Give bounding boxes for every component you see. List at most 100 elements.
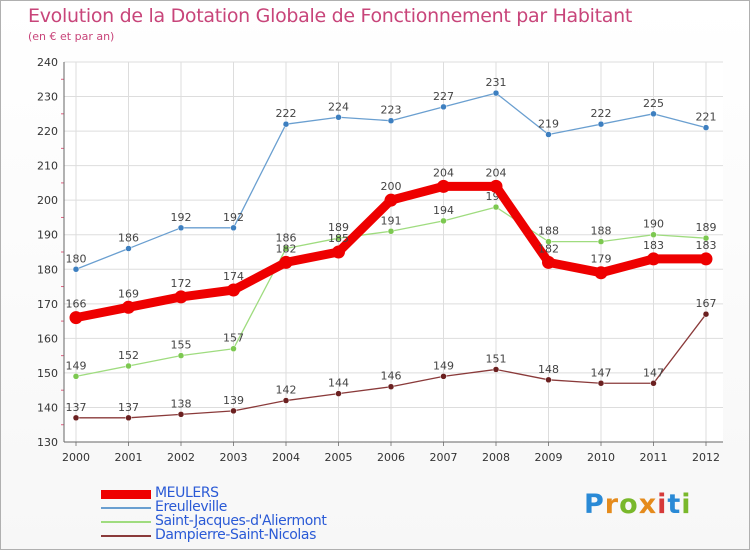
y-tick-label: 200 <box>37 194 58 207</box>
data-label: 147 <box>643 366 664 379</box>
data-label: 148 <box>538 363 559 376</box>
data-point <box>702 234 710 242</box>
data-point <box>72 373 80 380</box>
data-point <box>174 290 188 304</box>
legend-item: Saint-Jacques-d'Aliermont <box>101 513 421 529</box>
data-point <box>122 300 135 314</box>
x-tick-label: 2000 <box>62 451 90 464</box>
data-label: 194 <box>433 204 454 217</box>
logo-letter: P <box>584 489 605 520</box>
legend-item: Ereulleville <box>101 499 421 515</box>
data-label: 204 <box>486 166 507 179</box>
data-label: 188 <box>591 225 612 238</box>
data-label: 225 <box>643 97 664 110</box>
logo-letter: t <box>667 489 682 520</box>
data-label: 149 <box>433 359 454 372</box>
data-label: 146 <box>381 370 402 383</box>
data-point <box>384 193 398 207</box>
data-label: 219 <box>538 118 559 131</box>
data-label: 182 <box>276 242 297 255</box>
data-point <box>650 110 657 118</box>
x-tick-label: 2006 <box>377 451 405 464</box>
data-point <box>72 414 80 422</box>
plot-area <box>64 62 723 442</box>
data-label: 200 <box>381 180 402 193</box>
x-tick-label: 2008 <box>482 451 510 464</box>
data-point <box>335 114 342 121</box>
data-label: 152 <box>118 349 139 362</box>
data-point <box>332 245 345 259</box>
data-label: 137 <box>66 401 87 414</box>
x-tick-label: 2012 <box>692 451 720 464</box>
data-label: 186 <box>276 232 297 245</box>
data-point <box>440 217 447 225</box>
legend-swatch <box>101 521 151 523</box>
legend-label: Ereulleville <box>155 499 227 515</box>
x-tick-label: 2007 <box>430 451 458 464</box>
y-tick-label: 240 <box>37 56 58 69</box>
data-point <box>387 228 395 235</box>
data-point <box>440 103 447 111</box>
data-label: 183 <box>643 239 664 252</box>
data-label: 157 <box>223 332 244 345</box>
legend-item: MEULERS <box>101 485 421 501</box>
data-point <box>387 383 395 390</box>
legend-label: Dampierre-Saint-Nicolas <box>155 527 316 543</box>
data-label: 139 <box>223 394 244 407</box>
data-label: 142 <box>276 384 297 397</box>
data-point <box>230 407 237 415</box>
logo-letter: o <box>619 489 639 520</box>
data-label: 183 <box>696 239 717 252</box>
data-label: 190 <box>643 218 664 231</box>
data-label: 166 <box>66 298 87 311</box>
data-point <box>702 124 710 131</box>
data-point <box>545 376 552 384</box>
data-point <box>177 224 185 232</box>
data-point <box>282 120 290 128</box>
data-label: 147 <box>591 366 612 379</box>
data-label: 144 <box>328 377 349 390</box>
data-point <box>594 266 608 280</box>
data-label: 227 <box>433 90 454 103</box>
data-label: 222 <box>591 107 612 120</box>
x-tick-label: 2005 <box>325 451 353 464</box>
x-tick-label: 2001 <box>115 451 143 464</box>
y-tick-label: 170 <box>37 298 58 311</box>
y-tick-label: 150 <box>37 367 58 380</box>
data-point <box>545 238 552 245</box>
data-point <box>282 397 290 404</box>
data-point <box>597 380 605 387</box>
data-label: 174 <box>223 270 244 283</box>
data-point <box>125 245 132 252</box>
data-point <box>702 310 710 318</box>
legend-swatch <box>101 507 151 509</box>
proxiti-logo: Proxiti <box>584 489 692 520</box>
data-point <box>230 224 237 232</box>
legend-label: Saint-Jacques-d'Aliermont <box>155 513 327 529</box>
data-label: 167 <box>696 297 717 310</box>
x-tick-label: 2009 <box>535 451 563 464</box>
x-tick-label: 2010 <box>587 451 615 464</box>
data-point <box>597 238 605 245</box>
data-label: 204 <box>433 166 454 179</box>
y-tick-label: 140 <box>37 401 58 414</box>
data-point <box>597 120 605 128</box>
data-point <box>492 89 500 97</box>
y-tick-label: 180 <box>37 263 58 276</box>
data-label: 224 <box>328 100 349 113</box>
data-point <box>387 117 395 124</box>
data-label: 149 <box>66 359 87 372</box>
y-tick-label: 220 <box>37 125 58 138</box>
legend: MEULERS Ereulleville Saint-Jacques-d'Alier… <box>101 485 421 543</box>
data-label: 169 <box>118 287 139 300</box>
data-point <box>492 203 500 211</box>
legend-swatch <box>101 490 151 499</box>
x-tick-label: 2011 <box>640 451 668 464</box>
logo-letter: i <box>657 489 668 520</box>
data-label: 221 <box>696 111 717 124</box>
data-point <box>177 352 185 359</box>
y-tick-label: 190 <box>37 229 58 242</box>
data-point <box>69 311 83 325</box>
